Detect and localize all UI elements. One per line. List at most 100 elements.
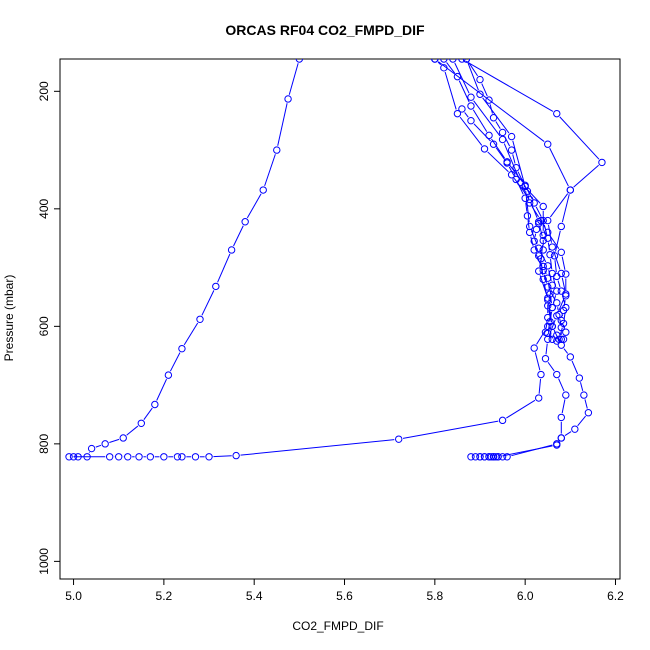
data-point bbox=[105, 453, 114, 461]
data-point bbox=[241, 218, 249, 226]
series-line-segment bbox=[288, 63, 299, 95]
data-point bbox=[541, 354, 550, 363]
series-line-segment bbox=[213, 455, 232, 458]
data-point bbox=[553, 109, 561, 118]
series-line-segment bbox=[549, 290, 556, 300]
series-line-segment bbox=[547, 282, 550, 290]
data-point bbox=[566, 186, 575, 194]
series-line-segment bbox=[523, 185, 541, 204]
series-line-segment bbox=[489, 104, 493, 114]
data-point bbox=[83, 453, 91, 461]
series-line-segment bbox=[264, 154, 276, 187]
data-point bbox=[553, 370, 561, 379]
series-line-segment bbox=[534, 233, 537, 237]
series-line-segment bbox=[549, 193, 569, 218]
data-point bbox=[539, 262, 547, 271]
series-line-segment bbox=[438, 61, 545, 142]
data-point bbox=[476, 75, 484, 84]
data-point bbox=[507, 171, 516, 179]
data-point bbox=[449, 59, 457, 63]
series-line-segment bbox=[548, 325, 550, 330]
data-point bbox=[69, 453, 78, 461]
series-line-segment bbox=[573, 164, 599, 188]
series-line-segment bbox=[536, 329, 546, 345]
series-line-segment bbox=[535, 206, 542, 217]
series-line-segment bbox=[541, 244, 544, 255]
series-line-segment bbox=[525, 190, 530, 223]
data-point bbox=[178, 344, 186, 353]
x-tick-label: 5.0 bbox=[65, 589, 82, 603]
series-line-segment bbox=[549, 147, 569, 187]
data-point bbox=[453, 109, 462, 118]
series-line-segment bbox=[126, 425, 139, 436]
data-point bbox=[284, 95, 292, 103]
series-line-segment bbox=[558, 297, 565, 312]
data-point bbox=[571, 425, 579, 433]
data-point bbox=[512, 175, 520, 184]
data-point bbox=[507, 132, 516, 141]
series-line-segment bbox=[571, 360, 579, 375]
data-point bbox=[539, 231, 547, 239]
data-point bbox=[557, 287, 565, 295]
series-line-segment bbox=[538, 378, 542, 394]
series-line-segment bbox=[545, 343, 548, 355]
series-line-segment bbox=[553, 251, 561, 270]
data-point bbox=[485, 131, 493, 140]
series-line-segment bbox=[563, 311, 566, 320]
data-point bbox=[467, 453, 475, 461]
x-tick-label: 6.0 bbox=[517, 589, 534, 603]
data-point bbox=[467, 102, 475, 110]
data-point bbox=[135, 453, 143, 461]
series-line-segment bbox=[558, 378, 565, 392]
series-line-segment bbox=[454, 62, 470, 94]
data-point bbox=[467, 93, 475, 101]
data-point bbox=[65, 453, 73, 461]
data-point bbox=[160, 453, 168, 461]
series-line-segment bbox=[495, 121, 501, 129]
series-line-segment bbox=[277, 103, 288, 146]
series-line-segment bbox=[561, 399, 566, 414]
data-point bbox=[525, 228, 534, 237]
data-point bbox=[544, 216, 552, 225]
data-point bbox=[575, 374, 584, 382]
series-line-segment bbox=[143, 407, 153, 421]
series-line-segment bbox=[530, 203, 538, 218]
series-line-segment bbox=[512, 154, 516, 164]
series-line-segment bbox=[473, 123, 491, 142]
data-point bbox=[530, 199, 538, 207]
data-point bbox=[559, 319, 568, 328]
x-axis: 5.0 5.2 5.4 5.6 5.8 6.0 6.2 bbox=[65, 579, 624, 603]
series-line-segment bbox=[467, 62, 479, 91]
data-point bbox=[295, 59, 304, 63]
series-line-segment bbox=[437, 61, 442, 66]
x-tick-label: 5.6 bbox=[336, 589, 353, 603]
data-point bbox=[498, 416, 507, 425]
data-point bbox=[539, 202, 547, 211]
series-line-segment bbox=[513, 178, 528, 197]
data-point bbox=[530, 344, 538, 352]
data-point bbox=[525, 195, 534, 204]
series-line-segment bbox=[554, 260, 557, 273]
series-line-segment bbox=[472, 109, 488, 132]
x-tick-label: 6.2 bbox=[607, 589, 624, 603]
data-point bbox=[124, 453, 132, 461]
data-point bbox=[557, 434, 565, 442]
data-point bbox=[503, 159, 511, 167]
data-point bbox=[553, 337, 561, 345]
data-point bbox=[546, 290, 554, 298]
data-point bbox=[525, 199, 534, 207]
data-point bbox=[562, 391, 570, 399]
data-point bbox=[525, 222, 534, 231]
data-point bbox=[101, 440, 109, 448]
y-tick-label: 1000 bbox=[37, 548, 51, 575]
y-tick-label: 600 bbox=[37, 316, 51, 336]
data-point bbox=[137, 419, 145, 427]
data-point bbox=[480, 145, 489, 153]
data-point bbox=[489, 140, 498, 148]
series-line-segment bbox=[233, 225, 244, 247]
series-line-segment bbox=[444, 71, 457, 110]
data-point bbox=[535, 219, 543, 228]
x-tick-label: 5.2 bbox=[156, 589, 173, 603]
data-point bbox=[553, 441, 561, 449]
